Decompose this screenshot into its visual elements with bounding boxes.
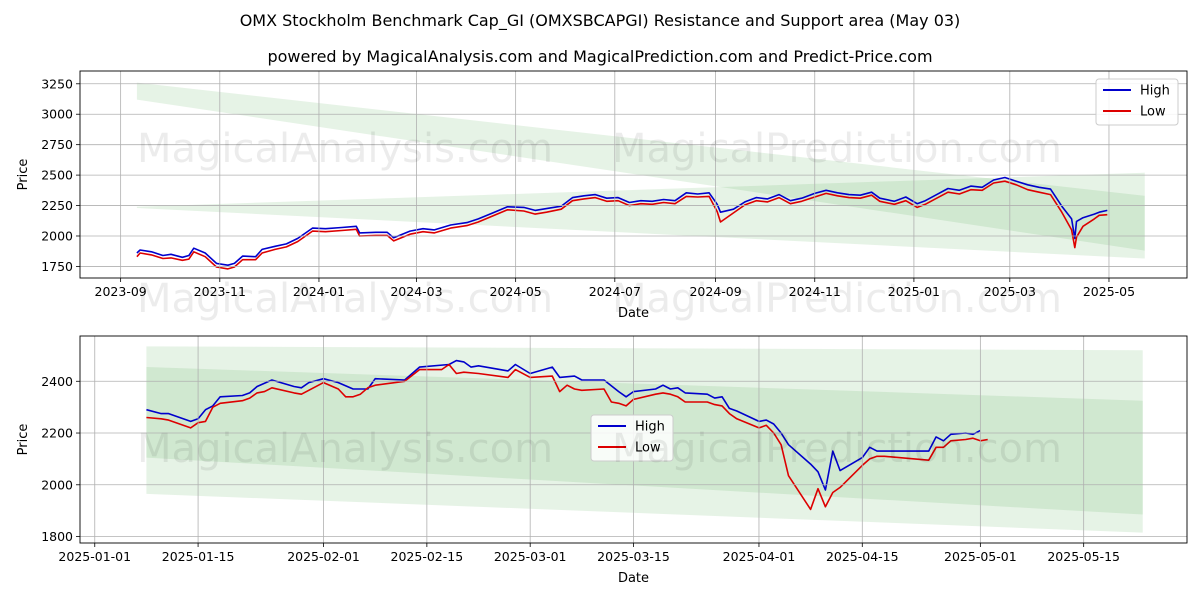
chart-subtitle: powered by MagicalAnalysis.com and Magic… <box>267 47 932 66</box>
p0-xtick-label-1: 2023-11 <box>194 284 246 299</box>
p1-xtick-label-3: 2025-02-15 <box>391 549 464 564</box>
p0-ytick-label-1: 2000 <box>41 228 73 243</box>
p1-xtick-label-8: 2025-05-01 <box>944 549 1017 564</box>
p0-band-1 <box>136 172 1145 259</box>
p0-xtick-label-7: 2024-11 <box>789 284 841 299</box>
p1-series-low-line <box>146 363 988 511</box>
p1-xtick-label-0: 2025-01-01 <box>58 549 131 564</box>
p0-ytick-label-3: 2500 <box>41 168 73 183</box>
p0-xtick-label-3: 2024-03 <box>390 284 442 299</box>
p0-legend-label-high: High <box>1140 84 1170 99</box>
p1-xtick-label-7: 2025-04-15 <box>826 549 899 564</box>
p1-x-axis-label: Date <box>618 571 649 586</box>
watermark-left-top: MagicalAnalysis.com <box>137 126 553 172</box>
p0-band-0 <box>136 82 1145 251</box>
p0-ytick-label-5: 3000 <box>41 107 73 122</box>
p0-ytick-label-4: 2750 <box>41 137 73 152</box>
p1-xtick-label-2: 2025-02-01 <box>287 549 360 564</box>
chart-title: OMX Stockholm Benchmark Cap_GI (OMXSBCAP… <box>240 11 961 31</box>
p1-y-axis-label: Price <box>16 424 31 456</box>
p1-xtick-label-9: 2025-05-15 <box>1047 549 1120 564</box>
p0-y-axis-label: Price <box>16 159 31 191</box>
p1-xtick-label-1: 2025-01-15 <box>162 549 235 564</box>
p0-series-low-line <box>136 180 1108 270</box>
p0-x-axis-label: Date <box>618 306 649 321</box>
p0-xtick-label-8: 2025-01 <box>888 284 940 299</box>
p1-xtick-label-6: 2025-04-01 <box>723 549 796 564</box>
p0-axes-frame <box>79 70 1188 279</box>
p1-xtick-label-5: 2025-03-15 <box>597 549 670 564</box>
p0-xtick-label-2: 2024-01 <box>293 284 345 299</box>
p0-legend-label-low: Low <box>1140 105 1166 120</box>
p1-xtick-label-4: 2025-03-01 <box>494 549 567 564</box>
p1-axes-frame <box>79 335 1188 544</box>
plot-area <box>136 82 1145 270</box>
p1-ytick-label-1: 2000 <box>41 477 73 492</box>
p1-ytick-label-0: 1800 <box>41 529 73 544</box>
p0-ytick-label-2: 2250 <box>41 198 73 213</box>
p0-xtick-label-6: 2024-09 <box>689 284 741 299</box>
watermark-left-mid: MagicalAnalysis.com <box>137 276 553 322</box>
p1-legend: High Low <box>590 414 674 462</box>
p0-xtick-label-4: 2024-05 <box>490 284 542 299</box>
p0-ytick-label-0: 1750 <box>41 259 73 274</box>
p0-legend: High Low <box>1095 78 1179 126</box>
watermark-right-mid: MagicalPrediction.com <box>612 276 1062 322</box>
watermark-right-bottom: MagicalPrediction.com <box>612 426 1062 472</box>
watermark-left-bottom: MagicalAnalysis.com <box>137 426 553 472</box>
p0-xtick-label-0: 2023-09 <box>95 284 147 299</box>
bottom-price-chart: 2025-01-01 2025-01-15 2025-02-01 2025-02-15… <box>16 335 1188 586</box>
p1-ytick-label-2: 2200 <box>41 426 73 441</box>
top-price-chart: 2023-09 2023-11 2024-01 2024-03 2024-05 2024-… <box>16 70 1188 321</box>
p0-xtick-label-10: 2025-05 <box>1083 284 1135 299</box>
p1-legend-label-low: Low <box>635 441 661 456</box>
p0-ytick-label-6: 3250 <box>41 76 73 91</box>
p0-xtick-label-9: 2025-03 <box>984 284 1036 299</box>
p1-legend-label-high: High <box>635 420 665 435</box>
watermark-right-top: MagicalPrediction.com <box>612 126 1062 172</box>
p0-series-high-line <box>136 176 1108 267</box>
p1-ytick-label-3: 2400 <box>41 374 73 389</box>
p0-xtick-label-5: 2024-07 <box>589 284 641 299</box>
